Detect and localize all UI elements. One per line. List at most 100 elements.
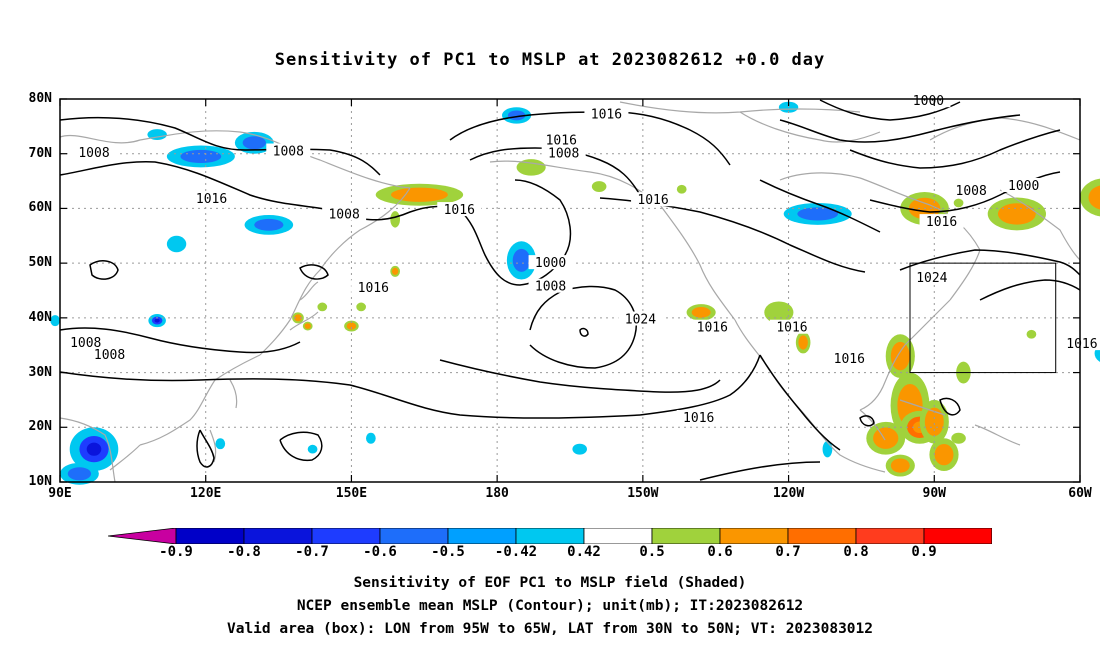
colorbar (108, 528, 992, 544)
mslp-contour (59, 327, 301, 354)
negative-sensitivity-patch (307, 444, 318, 454)
lon-label: 150W (627, 486, 659, 501)
positive-sensitivity-core (391, 267, 399, 275)
negative-sensitivity-patch (50, 315, 60, 327)
colorbar-label: 0.8 (843, 544, 869, 560)
mslp-contour (529, 285, 637, 369)
negative-sensitivity-core (797, 207, 839, 221)
coastline (59, 130, 411, 189)
positive-sensitivity-core (890, 341, 910, 371)
contour-label-bg (690, 319, 735, 334)
contour-label: 1008 (273, 145, 304, 160)
contour-label: 1016 (683, 411, 714, 426)
lat-label: 30N (28, 364, 52, 380)
coastline (259, 187, 411, 356)
lon-label: 150E (335, 486, 368, 501)
lon-label: 90E (48, 486, 72, 501)
lat-label: 40N (28, 309, 52, 325)
colorbar-label: 0.7 (775, 544, 801, 560)
coastline (739, 111, 881, 143)
colorbar-label: -0.42 (494, 544, 538, 560)
mslp-contour (196, 429, 215, 468)
mslp-contour (939, 397, 961, 416)
positive-sensitivity-patch (356, 302, 366, 312)
positive-sensitivity-core (304, 323, 311, 329)
contour-label: 1016 (1066, 337, 1097, 352)
contour-label: 1016 (196, 192, 227, 207)
map-frame (59, 98, 1081, 483)
colorbar-segment (923, 528, 992, 544)
colorbar-segment (583, 528, 653, 544)
lat-label: 20N (28, 419, 52, 435)
mslp-contour (779, 114, 1021, 143)
lat-label: 70N (28, 145, 52, 161)
negative-sensitivity-core (86, 442, 102, 456)
colorbar-segment (719, 528, 789, 544)
contour-label-bg (87, 347, 132, 362)
contour-label: 1008 (535, 280, 566, 295)
negative-sensitivity-core (154, 318, 160, 323)
contour-label-bg (827, 350, 872, 365)
caption-line-1: Sensitivity of EOF PC1 to MSLP field (Sh… (353, 575, 747, 591)
contour-label-bg (618, 311, 663, 326)
contour-label: 1024 (916, 271, 947, 286)
lon-label: 60W (1068, 486, 1092, 501)
mslp-contour (439, 359, 721, 393)
mslp-contour (59, 160, 461, 221)
contour-label-bg (72, 145, 116, 160)
positive-sensitivity-core (873, 427, 899, 449)
negative-sensitivity-patch (366, 432, 376, 444)
map-title: Sensitivity of PC1 to MSLP at 2023082612… (274, 50, 826, 70)
contour-label: 1016 (591, 107, 622, 122)
contour-label: 1024 (625, 312, 656, 327)
colorbar-segment (651, 528, 721, 544)
lat-label: 50N (28, 255, 52, 271)
lon-label: 120W (772, 486, 805, 501)
colorbar-segment (787, 528, 857, 544)
mslp-contour (859, 415, 875, 427)
coastline (779, 172, 981, 301)
lat-label: 60N (28, 200, 52, 216)
colorbar-label: 0.9 (911, 544, 937, 560)
contour-label-bg (437, 202, 482, 217)
mslp-contour (459, 179, 572, 286)
colorbar-label: -0.6 (363, 544, 397, 560)
colorbar-segment (515, 528, 585, 544)
mslp-contour (699, 461, 821, 481)
mslp-contour (639, 354, 761, 416)
positive-sensitivity-patch (951, 432, 966, 444)
lon-label: 120E (190, 486, 222, 501)
coastline (859, 299, 951, 411)
contour-label-bg (63, 335, 108, 350)
lon-label: 180 (485, 486, 509, 501)
negative-sensitivity-core (512, 248, 531, 272)
positive-sensitivity-core (924, 407, 944, 437)
mslp-contour (759, 179, 881, 233)
contour-label: 1000 (1008, 179, 1039, 194)
lon-label: 90W (922, 486, 947, 501)
colorbar-label: 0.42 (567, 544, 601, 560)
colorbar-segment (311, 528, 381, 544)
contour-label-bg (949, 182, 994, 197)
contour-label: 1016 (926, 215, 957, 230)
contour-label-bg (322, 206, 367, 221)
mslp-contour (279, 431, 323, 462)
mslp-contour (89, 260, 119, 280)
negative-sensitivity-core (67, 467, 92, 481)
colorbar-label: -0.7 (295, 544, 329, 560)
contour-label-bg (631, 192, 676, 207)
colorbar-label: 0.5 (639, 544, 665, 560)
positive-sensitivity-core (1088, 185, 1100, 210)
coastline (619, 101, 861, 114)
contour-label-bg (528, 255, 573, 270)
colorbar-segment (855, 528, 925, 544)
negative-sensitivity-core (254, 218, 284, 231)
positive-sensitivity-core (294, 314, 302, 322)
colorbar-segment (175, 528, 245, 544)
lat-label: 80N (28, 91, 52, 106)
contour-label-bg (1001, 177, 1046, 192)
negative-sensitivity-core (242, 136, 266, 150)
contour-label-bg (584, 106, 629, 121)
mslp-contour (59, 371, 641, 419)
